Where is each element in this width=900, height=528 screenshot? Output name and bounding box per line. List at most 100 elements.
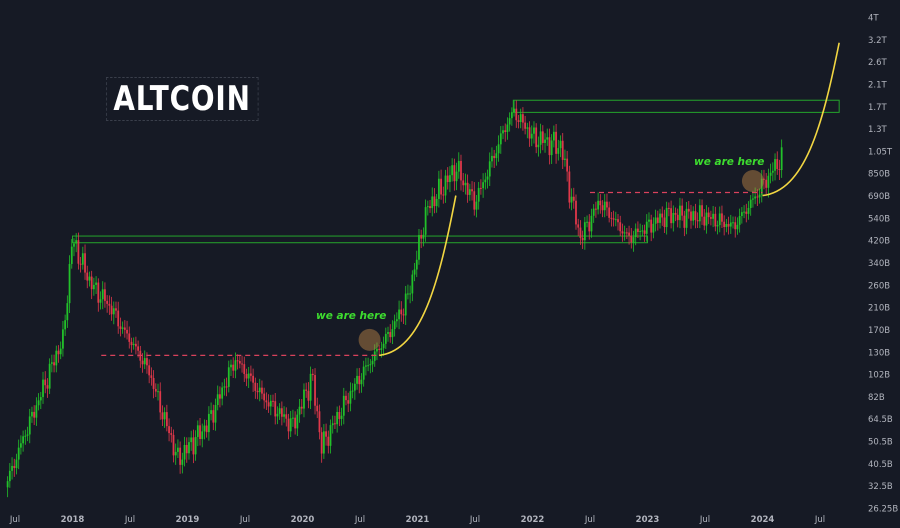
candle-body xyxy=(203,425,206,432)
candle-body xyxy=(608,207,611,218)
candle-body xyxy=(92,284,95,290)
candle-body xyxy=(283,414,285,417)
candle-body xyxy=(475,201,478,210)
candle-body xyxy=(460,160,462,181)
x-tick-label: Jul xyxy=(9,515,20,525)
candle-body xyxy=(395,319,398,322)
candle-body xyxy=(347,400,350,404)
candle-body xyxy=(776,159,779,169)
candle-body xyxy=(765,179,768,188)
candle-body xyxy=(659,213,661,223)
candle-body xyxy=(437,178,440,199)
candle-body xyxy=(694,211,697,221)
candle-body xyxy=(57,350,60,355)
candle-body xyxy=(232,364,235,371)
candle-body xyxy=(621,231,624,234)
candle-body xyxy=(353,383,356,391)
candle-body xyxy=(35,405,38,418)
candle-body xyxy=(305,389,308,391)
candle-body xyxy=(471,189,473,192)
candle-body xyxy=(517,120,520,123)
candle-body xyxy=(342,395,345,416)
candle-body xyxy=(449,175,451,183)
candle-body xyxy=(738,216,741,225)
y-tick-label: 40.5B xyxy=(868,460,893,470)
candle-body xyxy=(433,196,436,207)
candle-body xyxy=(533,127,535,134)
candle-body xyxy=(70,246,73,264)
candle-body xyxy=(546,137,549,140)
candle-body xyxy=(64,320,67,330)
candle-body xyxy=(387,332,389,334)
candle-body xyxy=(747,208,750,214)
candle-body xyxy=(48,363,51,389)
candle-body xyxy=(322,431,325,454)
candle-body xyxy=(506,124,509,132)
candle-body xyxy=(656,217,659,223)
x-tick-label: Jul xyxy=(699,515,710,525)
candle-body xyxy=(771,170,774,173)
candle-body xyxy=(400,309,403,315)
candle-body xyxy=(258,387,261,393)
candle-body xyxy=(577,224,580,228)
candle-body xyxy=(311,373,314,376)
candle-body xyxy=(645,221,648,234)
candle-body xyxy=(181,459,184,465)
candle-body xyxy=(579,227,582,238)
candle-body xyxy=(522,114,524,123)
candle-body xyxy=(108,303,111,306)
candle-body xyxy=(101,289,104,300)
candle-body xyxy=(243,364,246,375)
candle-body xyxy=(537,144,540,148)
candle-body xyxy=(614,219,617,221)
candle-body xyxy=(219,394,221,399)
candle-body xyxy=(524,122,527,129)
candle-body xyxy=(473,191,476,210)
candle-body xyxy=(767,175,770,188)
candle-body xyxy=(665,207,668,228)
candle-body xyxy=(495,153,498,159)
candle-body xyxy=(59,348,62,355)
candle-body xyxy=(723,221,726,228)
candle-body xyxy=(544,139,546,143)
candle-body xyxy=(683,215,686,228)
candle-body xyxy=(128,333,131,342)
candle-body xyxy=(721,213,723,222)
y-tick-label: 1.7T xyxy=(868,103,888,113)
candle-body xyxy=(161,412,164,420)
candle-body xyxy=(349,391,352,404)
candle-body xyxy=(216,394,219,406)
candle-body xyxy=(515,108,518,121)
candle-body xyxy=(210,410,212,414)
candle-body xyxy=(749,199,752,209)
candle-body xyxy=(39,397,42,401)
candle-body xyxy=(754,196,757,199)
candle-body xyxy=(455,171,458,182)
candle-body xyxy=(351,390,354,392)
support-resistance-zone xyxy=(512,99,840,113)
x-tick-label: 2023 xyxy=(636,515,660,525)
candle-body xyxy=(362,366,365,380)
candle-body xyxy=(599,200,602,206)
candle-body xyxy=(132,343,135,346)
candle-body xyxy=(272,400,274,402)
candle-body xyxy=(601,205,604,211)
candle-body xyxy=(154,388,157,392)
candle-body xyxy=(325,431,327,437)
candle-body xyxy=(393,321,396,330)
candle-body xyxy=(309,373,312,401)
candle-body xyxy=(736,224,739,230)
x-tick-label: 2021 xyxy=(406,515,430,525)
candle-body xyxy=(214,405,217,423)
candle-body xyxy=(223,386,226,388)
candle-body xyxy=(398,309,400,320)
candle-body xyxy=(329,425,332,446)
y-tick-label: 690B xyxy=(868,192,890,202)
chart-title: ALTCOIN xyxy=(106,77,259,121)
candle-body xyxy=(479,187,482,189)
candle-body xyxy=(252,375,255,383)
candle-body xyxy=(141,360,144,365)
candle-body xyxy=(661,213,664,218)
candle-body xyxy=(168,426,170,434)
candle-body xyxy=(431,196,434,209)
